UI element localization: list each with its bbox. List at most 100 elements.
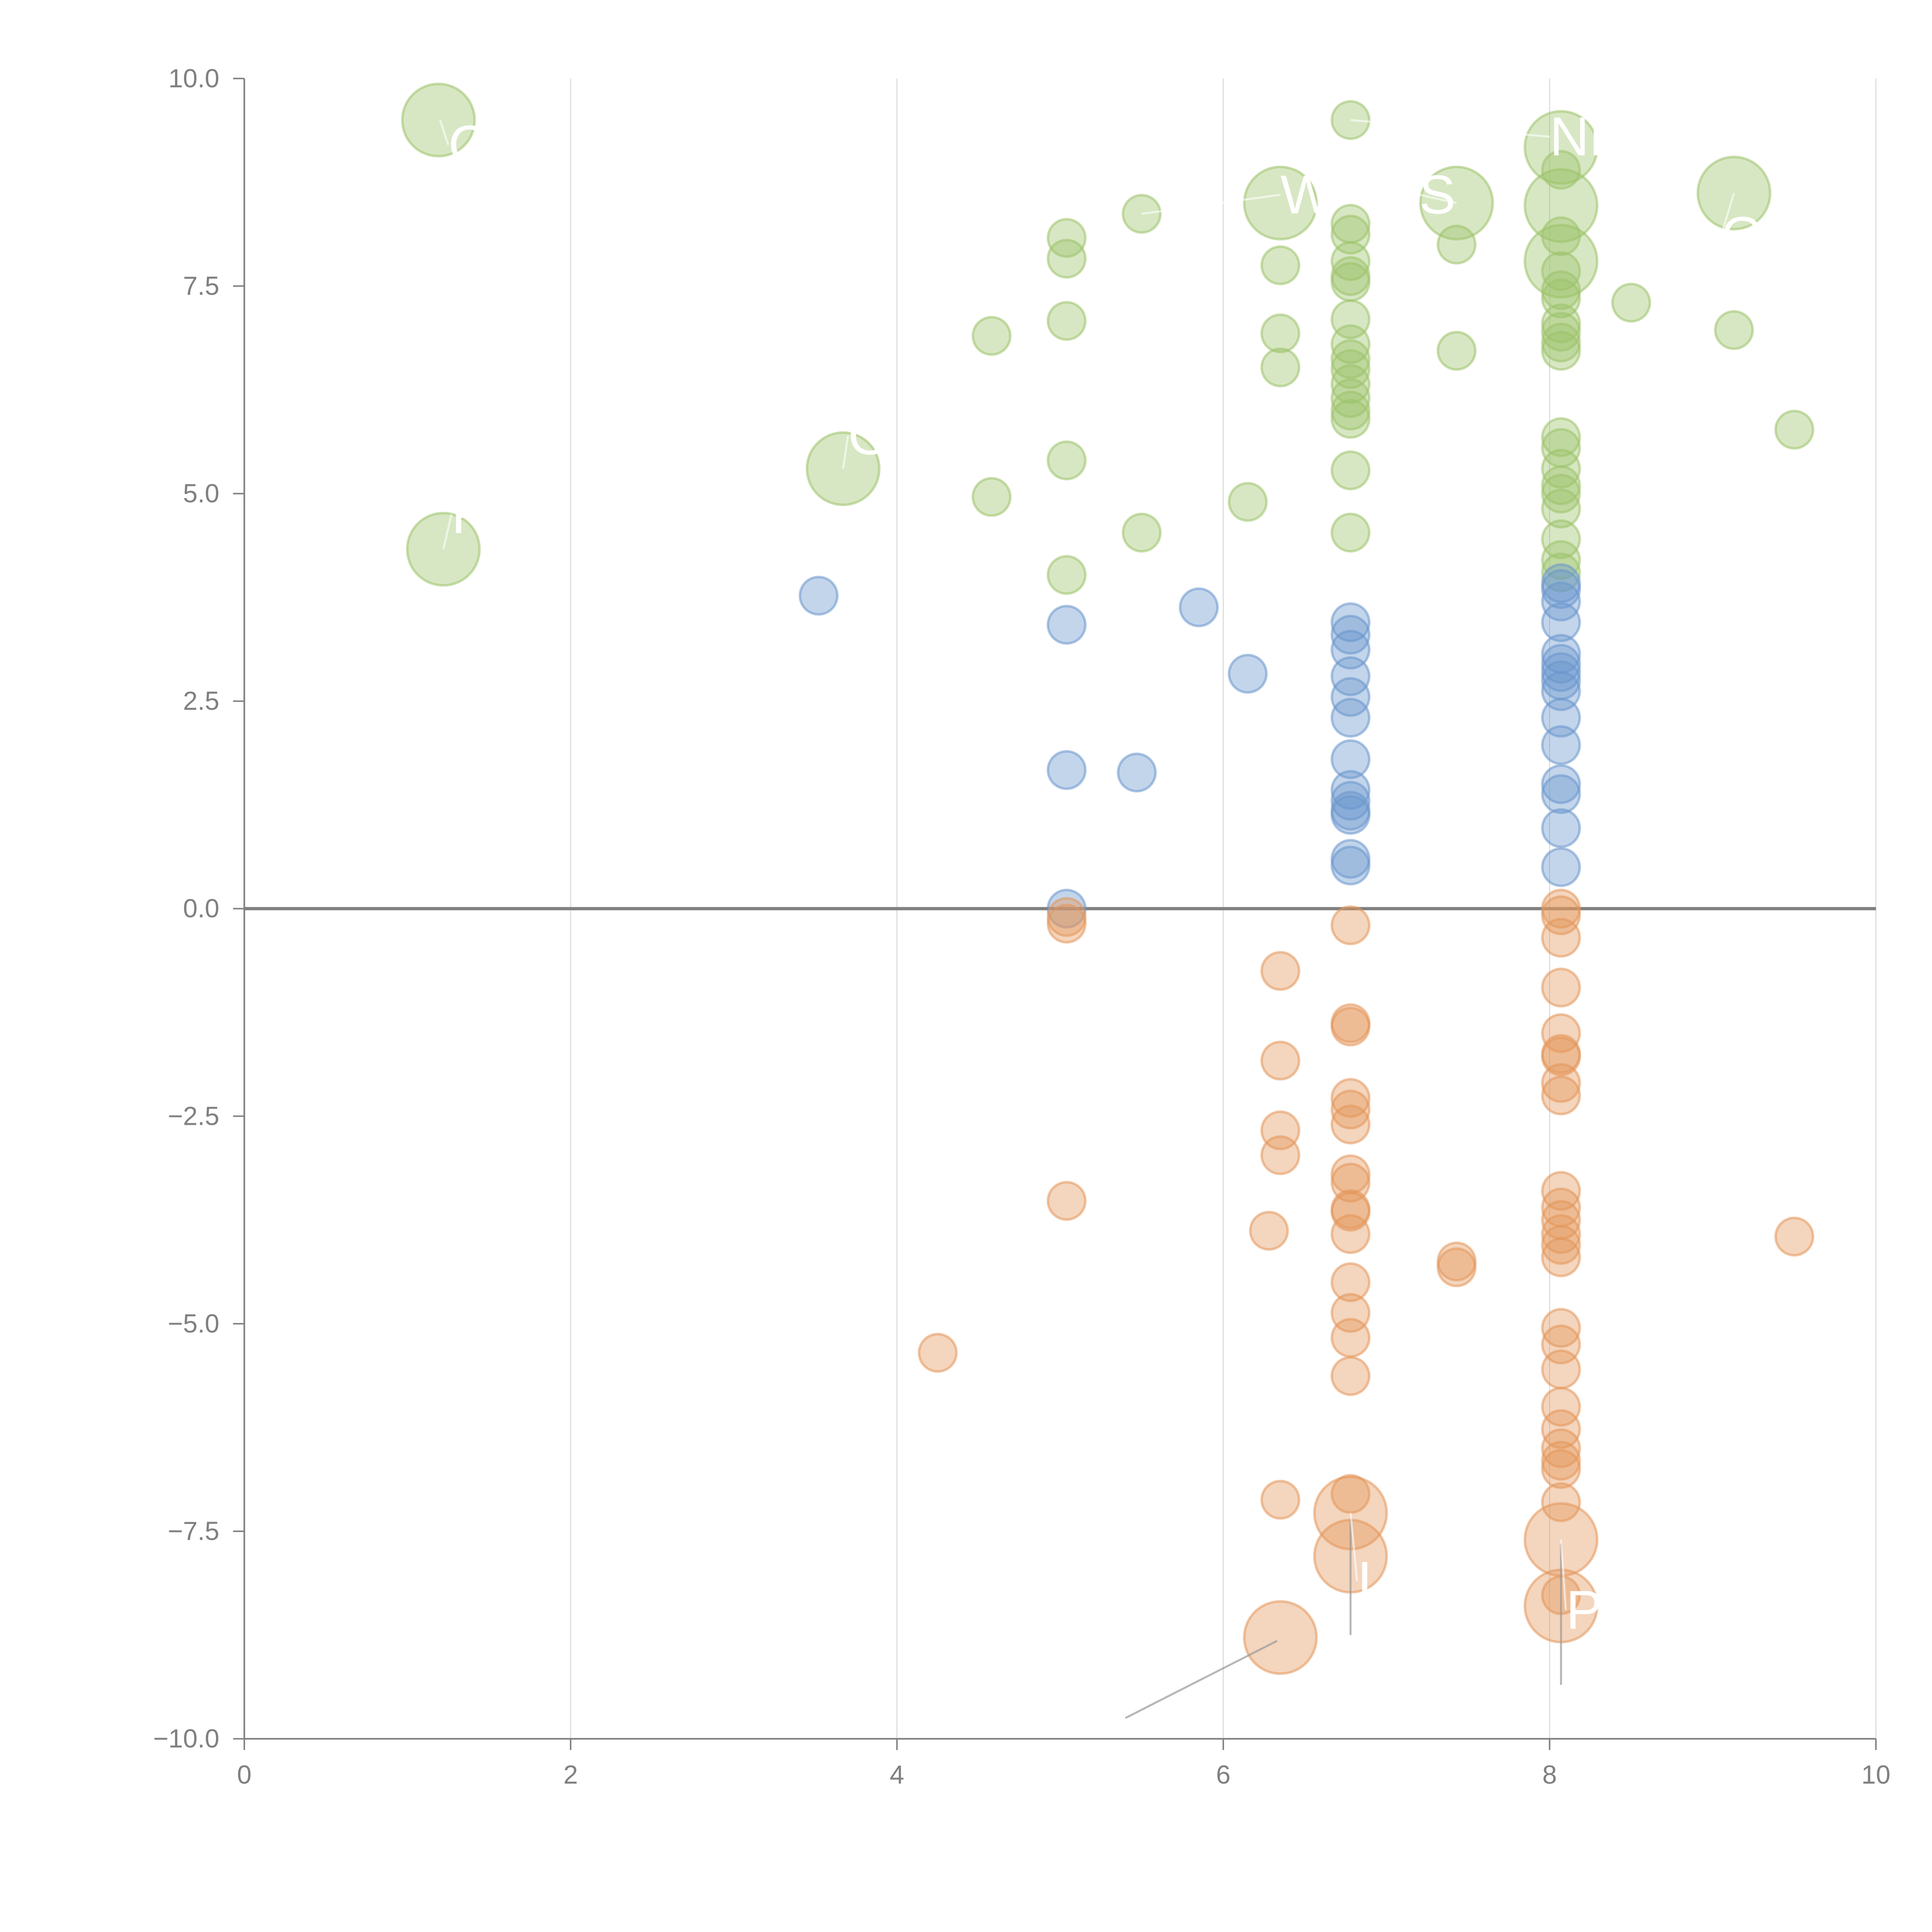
data-point-high bbox=[1046, 555, 1087, 595]
data-point-low bbox=[1541, 1171, 1581, 1211]
data-point-low bbox=[1541, 1308, 1581, 1348]
data-point-high bbox=[1122, 194, 1162, 234]
data-point-high bbox=[406, 512, 481, 587]
data-point-high bbox=[1046, 440, 1087, 481]
data-point-mid bbox=[1541, 569, 1581, 609]
data-point-low bbox=[1260, 1041, 1301, 1081]
series-high bbox=[401, 82, 1815, 595]
x-tick-label: 2 bbox=[563, 1760, 578, 1789]
data-point-high bbox=[1541, 473, 1581, 514]
label-connector bbox=[1349, 1513, 1358, 1582]
data-point-low bbox=[1541, 1237, 1581, 1277]
data-point-low bbox=[1541, 1440, 1581, 1481]
data-point-mid bbox=[1541, 764, 1581, 804]
data-point-high bbox=[1541, 322, 1581, 363]
y-tick-label: −5.0 bbox=[168, 1309, 219, 1338]
series-mid bbox=[798, 563, 1581, 929]
data-point-high bbox=[971, 477, 1012, 517]
data-point-low bbox=[1541, 1449, 1581, 1489]
label-connector bbox=[439, 119, 449, 145]
data-point-mid bbox=[1541, 847, 1581, 887]
data-point-mid bbox=[1330, 697, 1371, 738]
data-point-high bbox=[1330, 512, 1371, 553]
data-points bbox=[401, 82, 1815, 1675]
data-point-mid bbox=[1541, 774, 1581, 814]
data-point-high bbox=[1541, 540, 1581, 580]
data-point-low bbox=[1541, 1349, 1581, 1389]
data-point-low bbox=[1046, 903, 1087, 944]
data-point-low bbox=[1243, 1600, 1318, 1675]
data-point-high bbox=[1330, 390, 1371, 431]
point-label: F bbox=[452, 484, 485, 545]
data-point-mid bbox=[1117, 752, 1157, 793]
data-point-mid bbox=[1330, 739, 1371, 779]
y-tick-label: 5.0 bbox=[183, 479, 219, 508]
data-point-low bbox=[1541, 1482, 1581, 1522]
data-point-high bbox=[401, 82, 476, 158]
data-point-low bbox=[1541, 1225, 1581, 1265]
point-label: P bbox=[1566, 1580, 1603, 1641]
data-point-low bbox=[1541, 1013, 1581, 1053]
data-point-high bbox=[1046, 238, 1087, 279]
data-point-low bbox=[1330, 1356, 1371, 1396]
data-point-high bbox=[1243, 165, 1318, 241]
data-point-low bbox=[1541, 1063, 1581, 1103]
data-point-high bbox=[1774, 410, 1815, 450]
data-point-low bbox=[1541, 918, 1581, 958]
data-point-high bbox=[1437, 331, 1477, 371]
data-point-high bbox=[1541, 270, 1581, 310]
data-point-low bbox=[1330, 1474, 1371, 1514]
data-point-mid bbox=[1330, 845, 1371, 886]
data-point-high bbox=[1541, 488, 1581, 529]
x-tick-label: 10 bbox=[1861, 1760, 1890, 1789]
point-label: G bbox=[848, 405, 891, 466]
data-point-mid bbox=[1330, 781, 1371, 821]
point-label: W bbox=[1281, 164, 1332, 225]
data-point-high bbox=[971, 316, 1012, 356]
x-tick-label: 6 bbox=[1216, 1760, 1231, 1789]
data-point-mid bbox=[1541, 644, 1581, 684]
data-point-high bbox=[1330, 349, 1371, 389]
data-point-mid bbox=[1228, 654, 1268, 694]
annotation-leader-lines bbox=[1125, 1519, 1562, 1719]
data-point-low bbox=[1541, 1428, 1581, 1468]
point-labels: C F G W S NL G I P bbox=[439, 106, 1764, 1641]
data-point-low bbox=[1541, 895, 1581, 935]
data-point-high bbox=[1541, 417, 1581, 457]
data-point-low bbox=[1046, 1181, 1087, 1221]
data-point-low bbox=[1541, 1214, 1581, 1254]
data-point-high bbox=[1541, 552, 1581, 593]
point-label: G bbox=[1721, 206, 1764, 267]
data-point-low bbox=[1437, 1247, 1477, 1287]
y-tick-label: −7.5 bbox=[168, 1517, 219, 1546]
data-point-mid bbox=[1541, 725, 1581, 765]
y-tick-label: −10.0 bbox=[153, 1725, 219, 1753]
data-point-high bbox=[1122, 512, 1162, 553]
data-point-high bbox=[1046, 301, 1087, 341]
data-point-high bbox=[1541, 150, 1581, 190]
data-point-mid bbox=[1330, 677, 1371, 717]
y-tick-label: −2.5 bbox=[168, 1102, 219, 1131]
data-point-mid bbox=[1330, 602, 1371, 643]
data-point-low bbox=[1260, 1480, 1301, 1520]
data-point-mid bbox=[1541, 582, 1581, 622]
data-point-low bbox=[1541, 1075, 1581, 1116]
data-point-high bbox=[1260, 313, 1301, 354]
data-point-low bbox=[1330, 1104, 1371, 1145]
data-point-high bbox=[1714, 310, 1754, 350]
data-point-high bbox=[1330, 378, 1371, 418]
data-point-mid bbox=[1046, 889, 1087, 929]
point-label: I bbox=[1357, 1551, 1372, 1612]
series-low bbox=[918, 889, 1815, 1675]
x-tick-label: 8 bbox=[1542, 1760, 1557, 1789]
y-tick-label: 0.0 bbox=[183, 894, 219, 923]
label-connector bbox=[1350, 119, 1550, 138]
label-connector bbox=[1141, 194, 1281, 215]
data-point-mid bbox=[1541, 602, 1581, 643]
y-tick-label: 10.0 bbox=[168, 64, 219, 93]
data-point-low bbox=[1260, 1135, 1301, 1175]
data-point-low bbox=[1541, 1387, 1581, 1427]
data-point-high bbox=[1330, 241, 1371, 281]
point-label: S bbox=[1419, 164, 1456, 225]
